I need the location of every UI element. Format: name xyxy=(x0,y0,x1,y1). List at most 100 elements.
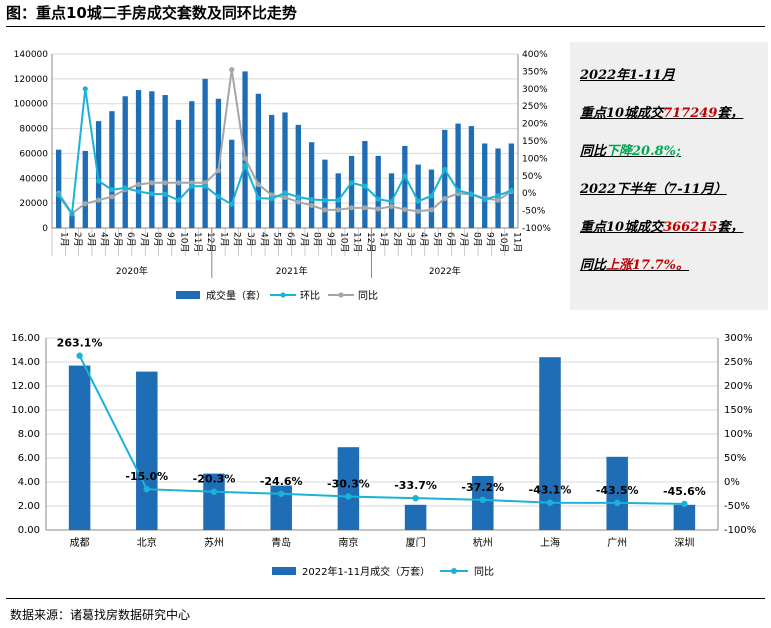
city-tick-label: 成都 xyxy=(70,537,90,549)
city-volume-bar xyxy=(404,504,427,530)
left-tick-label: 80000 xyxy=(19,125,48,135)
yoy-point xyxy=(242,155,248,161)
yoy-point xyxy=(388,203,395,210)
city-yoy-point xyxy=(278,490,285,498)
volume-bar xyxy=(135,90,142,228)
month-tick-label: 1月 xyxy=(378,232,389,247)
left-tick-label: 16.00 xyxy=(11,333,40,344)
legend-city-yoy-label: 同比 xyxy=(474,566,494,578)
city-yoy-point xyxy=(681,500,688,508)
yoy-point xyxy=(109,194,115,200)
month-tick-label: 5月 xyxy=(112,232,123,247)
month-tick-label: 10月 xyxy=(498,232,509,252)
summary-volume-value: 717249 xyxy=(663,106,718,121)
legend-city-volume-swatch xyxy=(272,567,296,575)
right-tick-label: 200% xyxy=(522,120,548,130)
volume-bar xyxy=(415,164,421,228)
month-tick-label: 3月 xyxy=(85,232,96,247)
city-volume-bar xyxy=(270,485,292,530)
volume-bar xyxy=(348,155,355,228)
summary-h2-yoy: 同比上涨17.7%。 xyxy=(580,254,689,273)
right-tick-label: 0% xyxy=(522,189,537,199)
volume-bar xyxy=(202,78,208,228)
month-tick-label: 9月 xyxy=(325,232,336,247)
month-tick-label: 4月 xyxy=(418,232,429,247)
month-tick-label: 7月 xyxy=(458,232,469,247)
left-tick-label: 100000 xyxy=(14,100,49,110)
yoy-point xyxy=(96,197,102,203)
summary-h2-yoy-value: 上涨17.7%。 xyxy=(606,258,690,273)
yoy-point xyxy=(162,180,168,186)
city-volume-bar xyxy=(136,371,158,530)
city-volume-bar xyxy=(337,447,360,530)
volume-bar xyxy=(82,150,88,228)
mom-point xyxy=(348,180,355,186)
right-tick-label: 100% xyxy=(522,154,548,164)
summary-h2-volume: 重点10城成交366215套， xyxy=(580,216,743,235)
city-volume-bar xyxy=(68,365,91,530)
month-tick-label: 2月 xyxy=(232,232,243,247)
left-tick-label: 60000 xyxy=(19,149,48,159)
volume-bar xyxy=(189,101,195,228)
yoy-point xyxy=(269,192,275,198)
mom-point xyxy=(428,193,435,199)
summary-h2-period: 2022下半年（7-11月） xyxy=(580,182,727,197)
mom-point xyxy=(495,193,501,199)
month-tick-label: 3月 xyxy=(245,232,256,247)
volume-bar xyxy=(229,139,235,228)
city-volume-bar xyxy=(203,473,225,530)
mom-point xyxy=(309,196,315,203)
volume-bar xyxy=(242,71,248,229)
city-yoy-point xyxy=(345,493,352,500)
legend-mom-label: 环比 xyxy=(300,290,320,302)
month-tick-label: 3月 xyxy=(405,232,416,247)
volume-bar xyxy=(428,169,435,228)
city-yoy-data-label: -37.2% xyxy=(461,481,504,494)
city-yoy-point xyxy=(76,352,83,359)
month-tick-label: 9月 xyxy=(485,232,496,247)
month-tick-label: 7月 xyxy=(298,232,309,247)
month-tick-label: 6月 xyxy=(125,232,136,247)
month-tick-label: 6月 xyxy=(285,232,296,247)
mom-point xyxy=(269,196,275,202)
city-yoy-point xyxy=(546,499,554,506)
right-tick-label: 150% xyxy=(724,405,753,416)
city-tick-label: 广州 xyxy=(607,537,627,549)
mom-point xyxy=(388,198,395,205)
yoy-point xyxy=(82,201,88,207)
right-tick-label: 300% xyxy=(522,85,548,95)
legend-city-volume-label: 2022年1-11月成交（万套） xyxy=(302,565,430,578)
left-tick-label: 140000 xyxy=(14,50,49,60)
bottom-combo-chart: 0.00 2.00 4.00 6.00 8.00 10.00 12.00 14.00 16.00… xyxy=(11,333,756,578)
volume-bar xyxy=(149,91,155,229)
left-tick-label: 20000 xyxy=(19,199,48,209)
right-tick-label: 400% xyxy=(522,50,548,60)
right-tick-label: 50% xyxy=(724,453,746,464)
city-volume-bar xyxy=(539,357,561,530)
yoy-point xyxy=(322,207,328,213)
city-yoy-point xyxy=(614,499,621,507)
city-yoy-data-label: -43.1% xyxy=(529,484,572,497)
volume-bar xyxy=(69,215,75,228)
legend-city-yoy-marker xyxy=(451,568,457,574)
mom-point xyxy=(96,178,102,184)
mom-point xyxy=(402,173,408,179)
city-tick-label: 青岛 xyxy=(271,536,291,549)
city-tick-label: 厦门 xyxy=(406,536,426,549)
volume-bar xyxy=(482,143,488,228)
right-tick-label: -50% xyxy=(522,207,546,217)
right-tick-label: 250% xyxy=(724,357,753,368)
city-yoy-point xyxy=(412,494,419,502)
left-tick-label: 10.00 xyxy=(11,405,40,416)
month-tick-label: 8月 xyxy=(471,232,482,247)
month-tick-label: 5月 xyxy=(431,232,442,247)
month-tick-label: 2月 xyxy=(392,232,403,247)
yoy-point xyxy=(402,206,408,213)
mom-point xyxy=(295,194,301,200)
city-tick-label: 苏州 xyxy=(204,536,224,549)
mom-point xyxy=(442,166,448,173)
city-yoy-data-label: 263.1% xyxy=(57,337,103,350)
volume-bar xyxy=(508,143,515,228)
right-tick-label: 200% xyxy=(724,381,753,392)
city-yoy-data-label: -43.5% xyxy=(596,484,639,497)
